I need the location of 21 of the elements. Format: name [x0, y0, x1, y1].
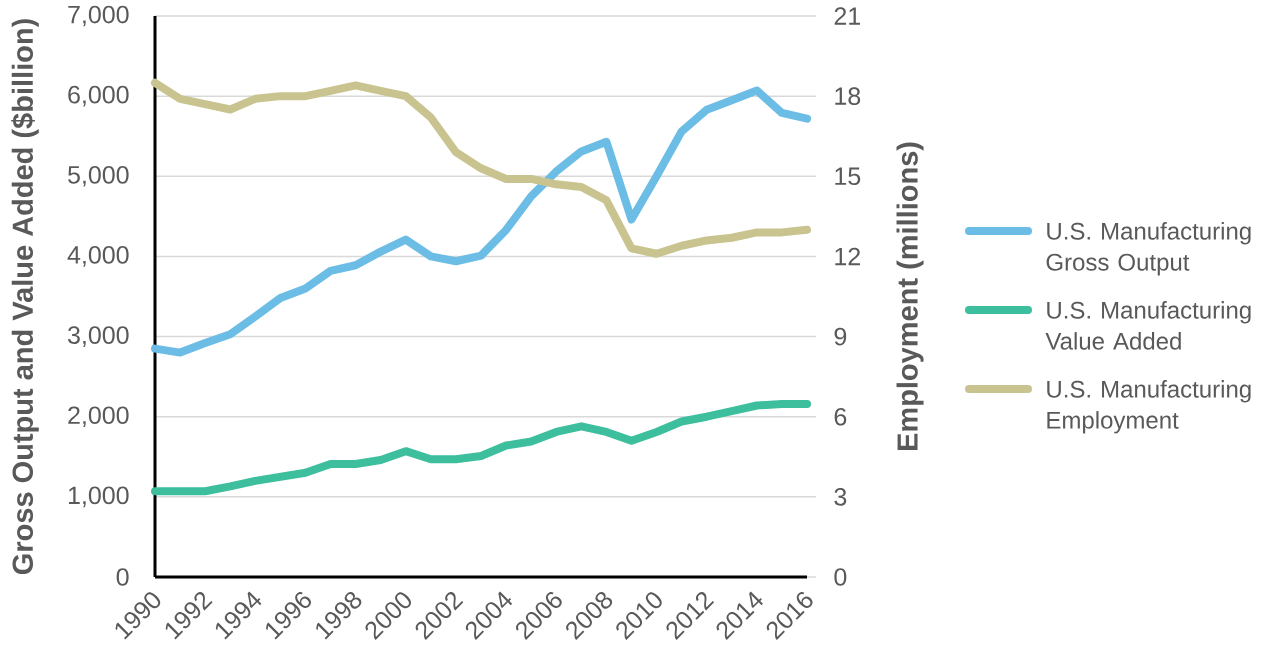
y-tick-label: 7,000 — [68, 5, 129, 27]
y2-tick-label: 15 — [835, 167, 861, 186]
y-tick-label: 0 — [116, 568, 129, 586]
y-tick-label: 1,000 — [68, 486, 129, 508]
y-tick-label: 5,000 — [68, 165, 129, 187]
y2-tick-label: 9 — [834, 327, 847, 346]
y-tick-label: 6,000 — [68, 85, 129, 107]
legend-label: U.S. Manufacturing Employment — [1047, 380, 1251, 434]
y2-tick-label: 6 — [834, 407, 847, 426]
y-tick-label: 4,000 — [67, 246, 129, 267]
y2-axis-title: Employment (millions) — [896, 142, 924, 451]
y2-tick-label: 12 — [835, 247, 860, 266]
y2-tick-label: 3 — [834, 488, 847, 506]
y2-tick-label: 21 — [834, 7, 860, 25]
legend-label: U.S. Manufacturing Value Added — [1045, 301, 1251, 350]
y-tick-label: 3,000 — [67, 326, 129, 347]
y2-tick-label: 18 — [835, 87, 861, 105]
y2-tick-label: 0 — [834, 568, 847, 586]
legend-label: U.S. Manufacturing Gross Output — [1046, 222, 1251, 276]
y-tick-label: 2,000 — [68, 406, 129, 428]
y-axis-title: Gross Output and Value Added ($billion) — [11, 19, 39, 575]
